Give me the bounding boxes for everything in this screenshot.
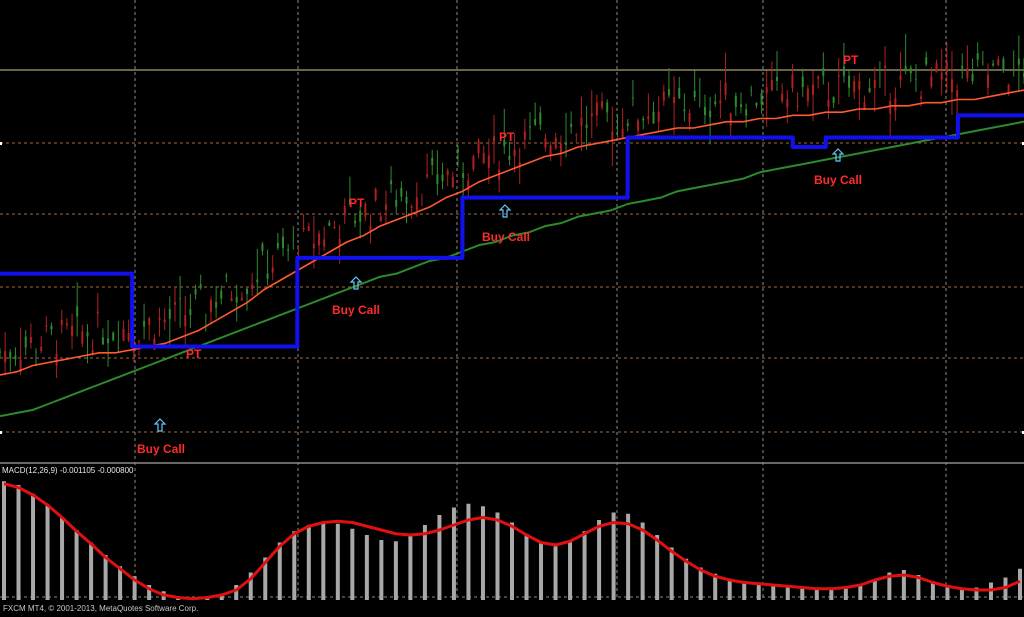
price-marker-right — [1022, 142, 1024, 145]
footer-copyright: FXCM MT4, © 2001-2013, MetaQuotes Softwa… — [3, 604, 199, 613]
annotation-pt-2: PT — [349, 196, 365, 210]
up-arrow-icon — [831, 148, 845, 162]
red-moving-average-line — [0, 89, 1024, 376]
annotation-pt-1: PT — [186, 347, 202, 361]
annotation-buy-call-1: Buy Call — [137, 442, 185, 456]
annotation-pt-3: PT — [499, 130, 515, 144]
up-arrow-icon — [349, 276, 363, 290]
annotation-pt-4: PT — [843, 53, 859, 67]
price-marker-right — [1022, 431, 1024, 434]
macd-label: MACD(12,26,9) -0.001105 -0.000800 — [2, 466, 134, 475]
price-marker-left — [0, 142, 2, 145]
blue-trailing-step-line — [0, 113, 1024, 349]
annotation-buy-call-2: Buy Call — [332, 303, 380, 317]
annotation-buy-call-4: Buy Call — [814, 173, 862, 187]
green-moving-average-line — [0, 120, 1024, 418]
macd-signal-line — [3, 482, 1021, 601]
up-arrow-icon — [153, 418, 167, 432]
annotation-buy-call-3: Buy Call — [482, 230, 530, 244]
up-arrow-icon — [498, 204, 512, 218]
price-marker-left — [0, 431, 2, 434]
